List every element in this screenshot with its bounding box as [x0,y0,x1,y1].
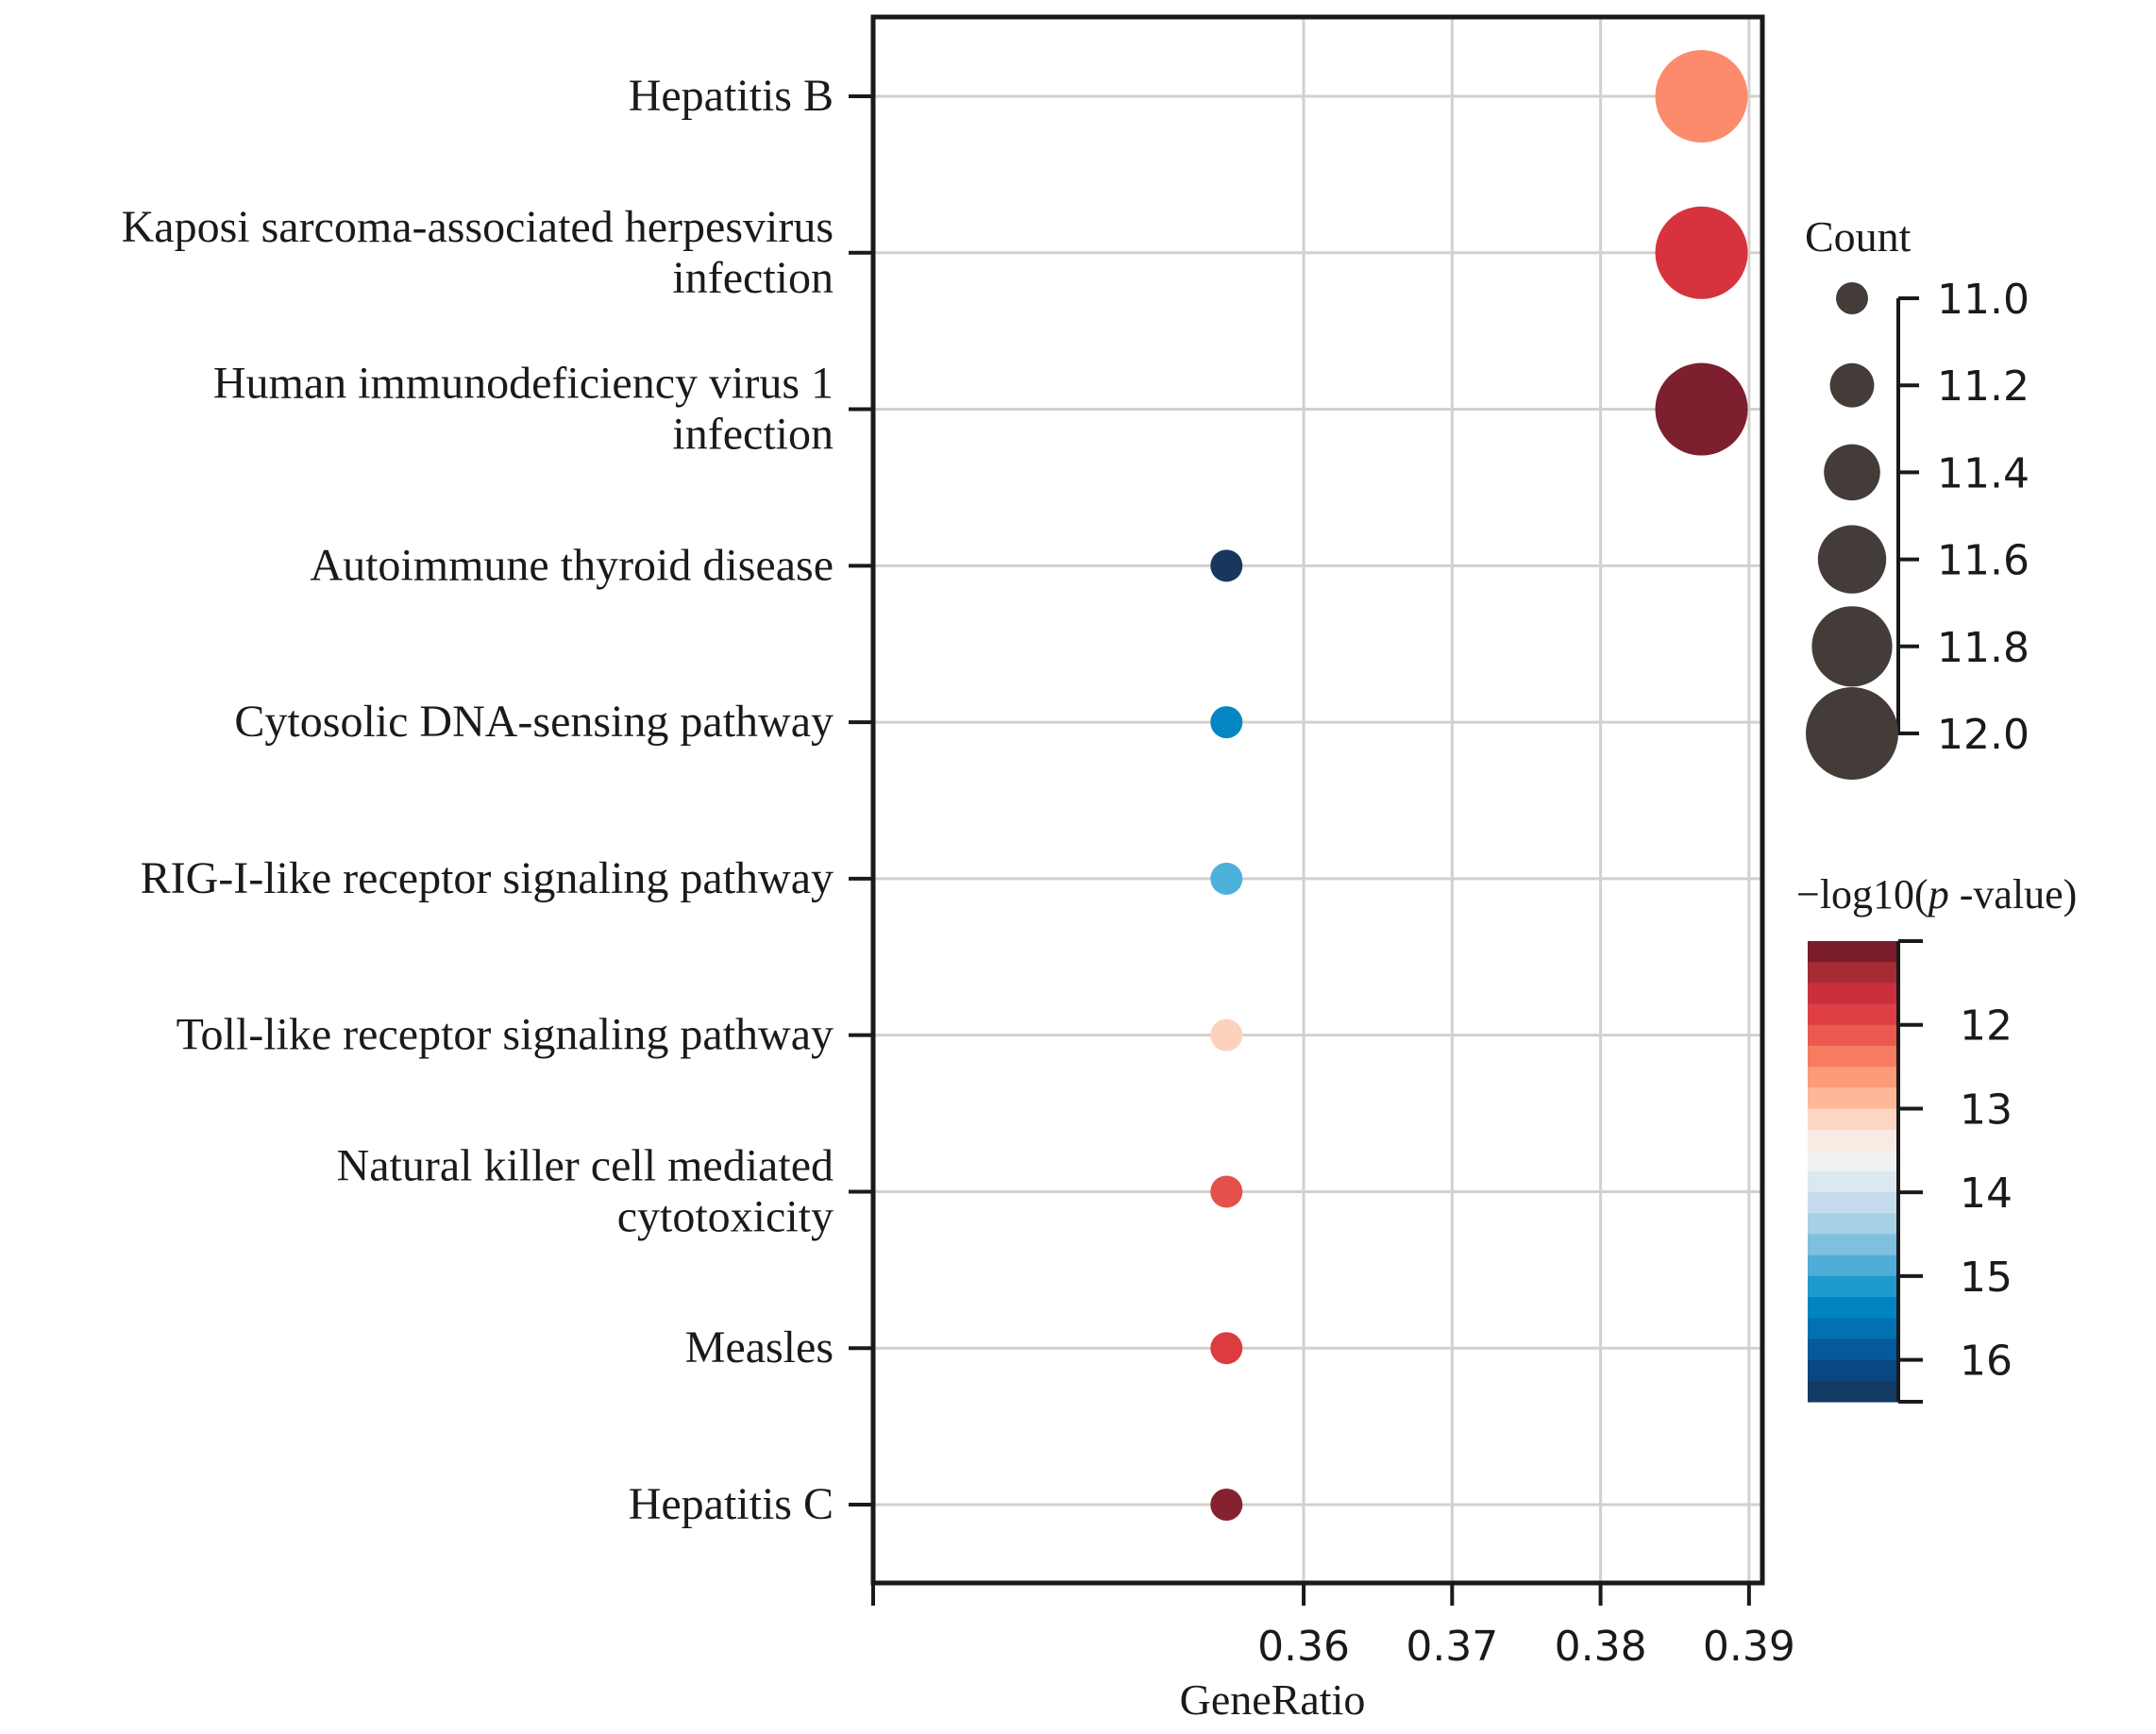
size-legend-label: 11.4 [1937,449,2030,497]
colorbar-cell [1808,983,1898,1005]
size-legend-marker [1836,282,1868,314]
data-point [1655,206,1748,299]
color-legend-title: −log10(p -value) [1796,871,2077,918]
colorbar-cell [1808,1067,1898,1088]
size-legend-marker [1806,687,1898,780]
y-tick-label: cytotoxicity [617,1191,834,1241]
x-tick-label: 0.38 [1555,1623,1647,1671]
x-tick-label: 0.37 [1406,1623,1498,1671]
y-tick-label: Measles [685,1322,834,1372]
size-legend-label: 11.2 [1937,362,2030,411]
size-legend-marker [1811,606,1893,687]
points-layer [1210,50,1748,1521]
colorbar-cell [1808,1338,1898,1361]
colorbar-cell [1808,1024,1898,1047]
y-tick-label: infection [672,253,834,303]
x-tick-label: 0.39 [1703,1623,1795,1671]
colorbar-cell [1808,941,1898,963]
data-point [1210,862,1243,895]
colorbar-tick-label: 15 [1960,1254,2013,1302]
size-legend-label: 11.0 [1937,276,2030,324]
colorbar-cell [1808,1359,1898,1382]
colorbar-cell [1808,962,1898,984]
size-legend-label: 11.8 [1937,624,2030,672]
data-point [1210,1489,1243,1521]
x-axis-title: GeneRatio [1180,1675,1366,1724]
size-legend-label: 11.6 [1937,537,2030,585]
y-tick-label: Kaposi sarcoma-associated herpesvirus [122,202,834,252]
colorbar [1808,941,1898,1403]
data-point [1655,50,1748,143]
data-point [1210,706,1243,739]
colorbar-tick-label: 16 [1960,1338,2013,1386]
data-point [1210,1175,1243,1208]
size-legend-marker [1829,362,1875,408]
colorbar-cell [1808,1192,1898,1214]
colorbar-tick-label: 14 [1960,1170,2013,1218]
axis-layer [849,14,1765,1606]
y-tick-labels: Hepatitis B Kaposi sarcoma-associated her… [122,71,834,1529]
colorbar-cell [1808,1318,1898,1340]
colorbar-cell [1808,1150,1898,1172]
size-legend-marker [1817,525,1887,594]
colorbar-cell [1808,1380,1898,1403]
data-point [1210,549,1243,582]
y-tick-label: Cytosolic DNA-sensing pathway [234,697,834,747]
colorbar-cell [1808,1087,1898,1110]
colorbar-cell [1808,1234,1898,1256]
y-tick-label: infection [672,410,834,460]
colorbar-cell [1808,1045,1898,1068]
y-tick-label: Toll-like receptor signaling pathway [177,1010,834,1060]
x-tick-labels: 0.36 0.37 0.38 0.39 [1257,1623,1795,1671]
y-tick-label: RIG-I-like receptor signaling pathway [141,853,834,903]
data-point [1655,362,1748,456]
colorbar-cell [1808,1297,1898,1319]
color-legend: −log10(p -value) 12 13 14 15 16 [1796,871,2077,1404]
colorbar-cell [1808,1254,1898,1277]
data-point [1210,1019,1243,1052]
colorbar-cell [1808,1275,1898,1298]
colorbar-cell [1808,1108,1898,1131]
colorbar-cell [1808,1003,1898,1026]
y-tick-label: Human immunodeficiency virus 1 [213,359,834,409]
colorbar-cell [1808,1213,1898,1236]
y-tick-label: Hepatitis C [629,1479,834,1529]
size-legend: Count 11.0 11.2 11.4 11.6 11.8 12.0 [1805,212,2030,780]
colorbar-tick-label: 13 [1960,1086,2013,1134]
grid-layer [873,17,1762,1583]
plot-frame [870,14,1765,1586]
size-legend-title: Count [1805,212,1912,261]
y-tick-label: Natural killer cell mediated [337,1140,834,1190]
x-tick-label: 0.36 [1257,1623,1350,1671]
size-legend-marker [1824,444,1880,501]
colorbar-tick-label: 12 [1960,1002,2013,1051]
size-legend-label: 12.0 [1937,711,2030,759]
y-tick-label: Autoimmune thyroid disease [310,540,834,590]
colorbar-cell [1808,1129,1898,1152]
y-tick-label: Hepatitis B [629,71,834,121]
colorbar-cell [1808,1171,1898,1193]
data-point [1210,1332,1243,1365]
